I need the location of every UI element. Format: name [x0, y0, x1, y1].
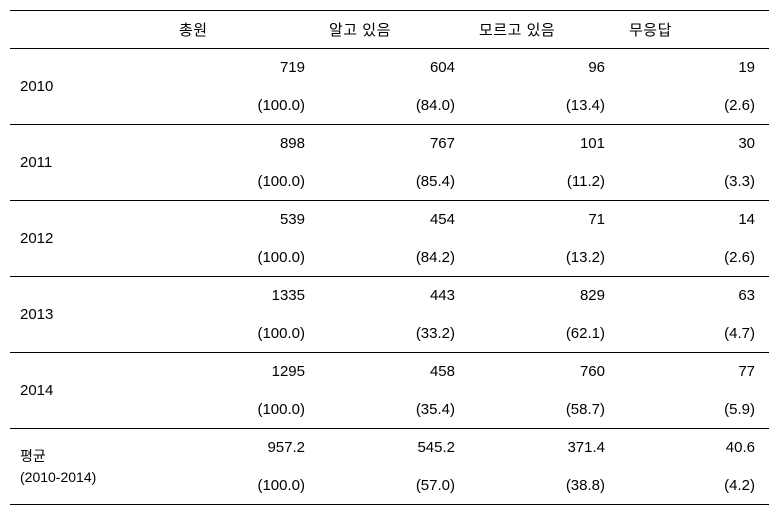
pct-cell: (35.4)	[319, 391, 469, 429]
table-body: 2010 719 604 96 19 (100.0) (84.0) (13.4)…	[10, 49, 769, 505]
survey-table: 총원 알고 있음 모르고 있음 무응답 2010 719 604 96 19 (…	[10, 10, 769, 505]
value-cell: 63	[619, 277, 769, 315]
pct-cell: (5.9)	[619, 391, 769, 429]
avg-sublabel-text: (2010-2014)	[20, 469, 96, 485]
pct-cell: (58.7)	[469, 391, 619, 429]
row-label: 2010	[10, 49, 169, 125]
table-row: 2011 898 767 101 30	[10, 125, 769, 163]
pct-cell: (84.0)	[319, 87, 469, 125]
header-col-2: 모르고 있음	[469, 11, 619, 49]
header-blank	[10, 11, 169, 49]
pct-cell: (100.0)	[169, 315, 319, 353]
pct-cell: (4.2)	[619, 467, 769, 505]
value-cell: 96	[469, 49, 619, 87]
value-cell: 30	[619, 125, 769, 163]
value-cell: 40.6	[619, 429, 769, 467]
pct-cell: (62.1)	[469, 315, 619, 353]
pct-cell: (33.2)	[319, 315, 469, 353]
value-cell: 604	[319, 49, 469, 87]
value-cell: 957.2	[169, 429, 319, 467]
header-col-1: 알고 있음	[319, 11, 469, 49]
pct-cell: (2.6)	[619, 239, 769, 277]
value-cell: 454	[319, 201, 469, 239]
value-cell: 19	[619, 49, 769, 87]
table-row: 2010 719 604 96 19	[10, 49, 769, 87]
row-label: 2014	[10, 353, 169, 429]
pct-cell: (2.6)	[619, 87, 769, 125]
value-cell: 458	[319, 353, 469, 391]
table-header-row: 총원 알고 있음 모르고 있음 무응답	[10, 11, 769, 49]
pct-cell: (100.0)	[169, 467, 319, 505]
pct-cell: (85.4)	[319, 163, 469, 201]
row-label: 2012	[10, 201, 169, 277]
header-col-3: 무응답	[619, 11, 769, 49]
value-cell: 77	[619, 353, 769, 391]
header-col-0: 총원	[169, 11, 319, 49]
value-cell: 719	[169, 49, 319, 87]
table-row: 2014 1295 458 760 77	[10, 353, 769, 391]
pct-cell: (100.0)	[169, 163, 319, 201]
pct-cell: (84.2)	[319, 239, 469, 277]
pct-cell: (100.0)	[169, 87, 319, 125]
row-label-average: 평균 (2010-2014)	[10, 429, 169, 505]
pct-cell: (57.0)	[319, 467, 469, 505]
value-cell: 829	[469, 277, 619, 315]
row-label: 2013	[10, 277, 169, 353]
row-label: 2011	[10, 125, 169, 201]
value-cell: 767	[319, 125, 469, 163]
pct-cell: (3.3)	[619, 163, 769, 201]
pct-cell: (100.0)	[169, 391, 319, 429]
value-cell: 371.4	[469, 429, 619, 467]
table-row: 2013 1335 443 829 63	[10, 277, 769, 315]
value-cell: 101	[469, 125, 619, 163]
value-cell: 1335	[169, 277, 319, 315]
pct-cell: (13.4)	[469, 87, 619, 125]
table-row: 2012 539 454 71 14	[10, 201, 769, 239]
value-cell: 545.2	[319, 429, 469, 467]
value-cell: 539	[169, 201, 319, 239]
pct-cell: (4.7)	[619, 315, 769, 353]
pct-cell: (13.2)	[469, 239, 619, 277]
table-row: 평균 (2010-2014) 957.2 545.2 371.4 40.6	[10, 429, 769, 467]
pct-cell: (100.0)	[169, 239, 319, 277]
value-cell: 898	[169, 125, 319, 163]
value-cell: 71	[469, 201, 619, 239]
value-cell: 1295	[169, 353, 319, 391]
value-cell: 14	[619, 201, 769, 239]
pct-cell: (11.2)	[469, 163, 619, 201]
pct-cell: (38.8)	[469, 467, 619, 505]
value-cell: 760	[469, 353, 619, 391]
value-cell: 443	[319, 277, 469, 315]
avg-label-text: 평균	[20, 448, 46, 464]
